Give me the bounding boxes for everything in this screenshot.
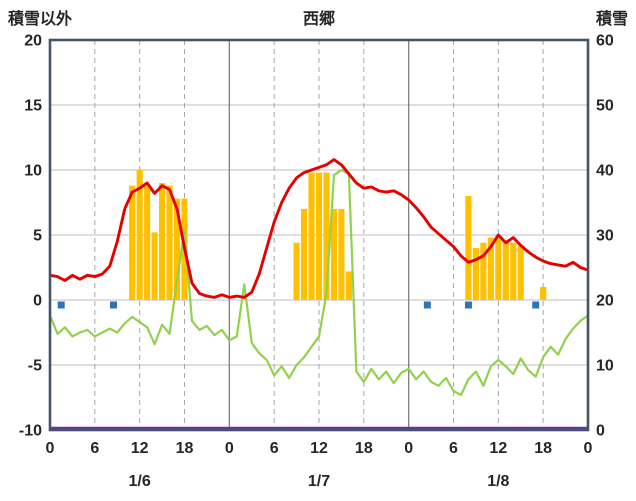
svg-text:6: 6 (270, 440, 279, 457)
svg-text:50: 50 (596, 98, 614, 115)
svg-text:-5: -5 (28, 358, 42, 375)
svg-text:0: 0 (596, 423, 605, 440)
svg-text:18: 18 (534, 440, 552, 457)
svg-text:1/8: 1/8 (487, 473, 509, 490)
svg-text:0: 0 (404, 440, 413, 457)
svg-text:12: 12 (489, 440, 507, 457)
svg-text:30: 30 (596, 228, 614, 245)
svg-text:10: 10 (596, 358, 614, 375)
svg-text:1/7: 1/7 (308, 473, 330, 490)
svg-text:0: 0 (225, 440, 234, 457)
svg-text:6: 6 (90, 440, 99, 457)
right-axis-title: 積雪 (595, 9, 628, 28)
svg-text:15: 15 (24, 98, 42, 115)
svg-text:0: 0 (46, 440, 55, 457)
svg-text:12: 12 (131, 440, 149, 457)
svg-text:10: 10 (24, 163, 42, 180)
svg-text:18: 18 (355, 440, 373, 457)
svg-text:0: 0 (33, 293, 42, 310)
svg-text:6: 6 (449, 440, 458, 457)
left-axis-title: 積雪以外 (7, 9, 72, 28)
svg-text:-10: -10 (19, 423, 42, 440)
svg-text:1/6: 1/6 (129, 473, 151, 490)
svg-text:20: 20 (24, 33, 42, 50)
svg-text:5: 5 (33, 228, 42, 245)
svg-text:18: 18 (176, 440, 194, 457)
svg-text:0: 0 (584, 440, 593, 457)
svg-text:60: 60 (596, 33, 614, 50)
svg-text:20: 20 (596, 293, 614, 310)
svg-text:40: 40 (596, 163, 614, 180)
chart-title: 西郷 (303, 10, 335, 28)
svg-text:12: 12 (310, 440, 328, 457)
